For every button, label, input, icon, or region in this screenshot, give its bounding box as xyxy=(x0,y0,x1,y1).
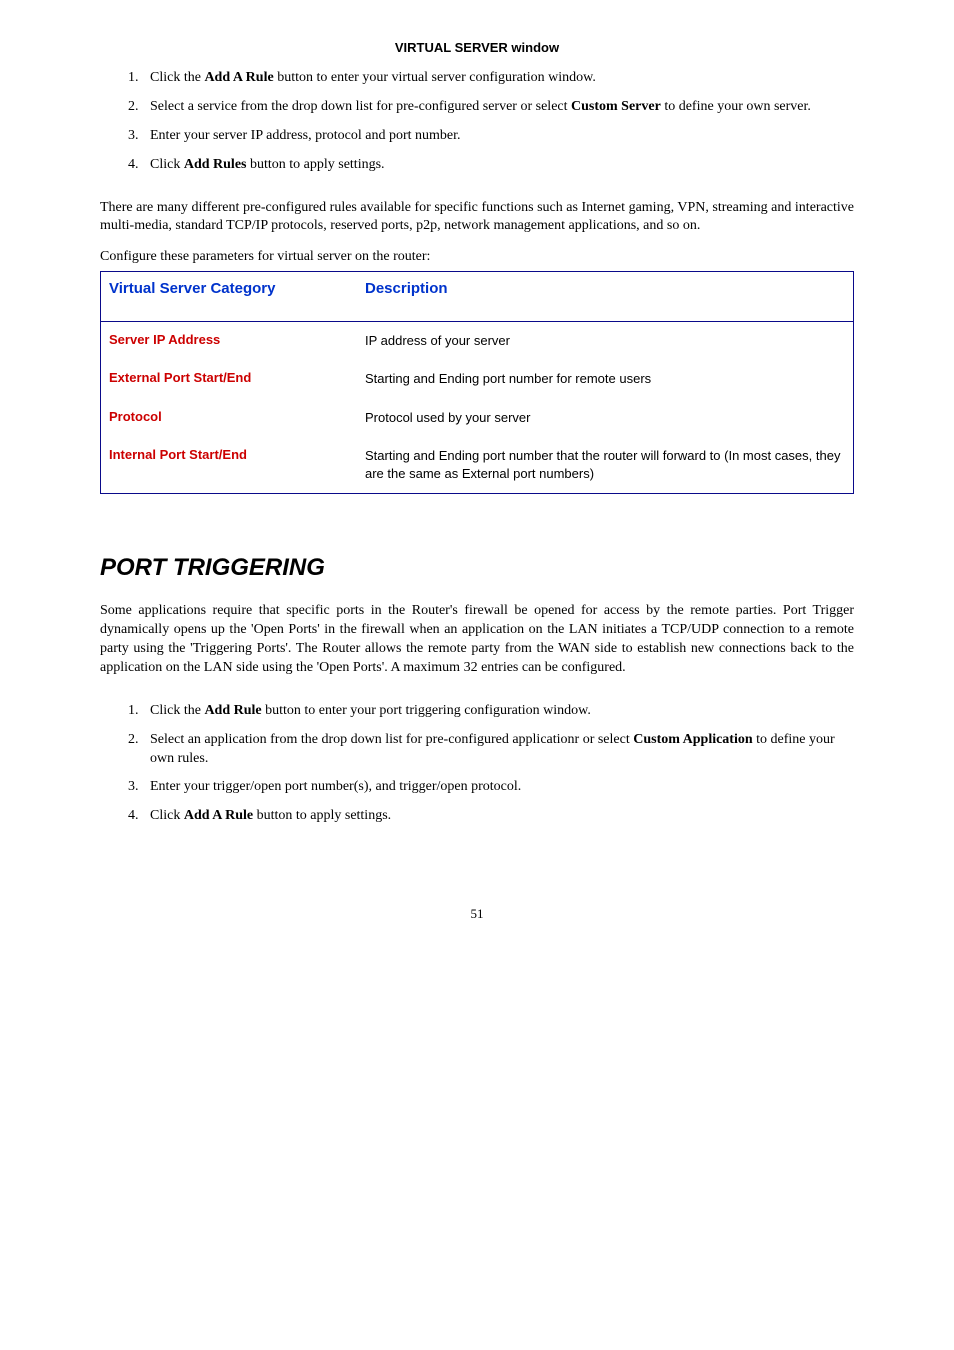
virtual-server-table: Virtual Server Category Description Serv… xyxy=(100,271,854,494)
step-bold: Add Rule xyxy=(204,703,261,718)
list-item: Select an application from the drop down… xyxy=(142,731,854,769)
step-bold: Add A Rule xyxy=(184,808,253,823)
port-triggering-steps: Click the Add Rule button to enter your … xyxy=(100,702,854,826)
page-number: 51 xyxy=(100,906,854,922)
step-text: button to enter your port triggering con… xyxy=(262,703,591,718)
table-header-category: Virtual Server Category xyxy=(101,272,358,322)
step-text: button to apply settings. xyxy=(246,157,384,172)
step-text: Click the xyxy=(150,70,204,85)
step-text: Select an application from the drop down… xyxy=(150,732,633,747)
document-page: VIRTUAL SERVER window Click the Add A Ru… xyxy=(0,0,954,982)
table-row: Internal Port Start/End Starting and End… xyxy=(101,437,854,494)
table-cell-desc: Starting and Ending port number that the… xyxy=(357,437,854,494)
step-bold: Custom Application xyxy=(633,732,752,747)
vs-intro-paragraph-2: Configure these parameters for virtual s… xyxy=(100,248,854,267)
step-text: Select a service from the drop down list… xyxy=(150,99,571,114)
step-text: Click xyxy=(150,808,184,823)
table-cell-desc: Protocol used by your server xyxy=(357,399,854,437)
virtual-server-heading: VIRTUAL SERVER window xyxy=(100,40,854,55)
virtual-server-steps: Click the Add A Rule button to enter you… xyxy=(100,69,854,175)
list-item: Enter your server IP address, protocol a… xyxy=(142,127,854,146)
step-text: button to enter your virtual server conf… xyxy=(274,70,596,85)
step-text: button to apply settings. xyxy=(253,808,391,823)
step-text: Enter your trigger/open port number(s), … xyxy=(150,779,521,794)
table-row: Server IP Address IP address of your ser… xyxy=(101,322,854,361)
table-cell-label: External Port Start/End xyxy=(101,360,358,398)
port-triggering-heading: PORT TRIGGERING xyxy=(100,554,854,582)
list-item: Click Add Rules button to apply settings… xyxy=(142,156,854,175)
table-row: External Port Start/End Starting and End… xyxy=(101,360,854,398)
step-bold: Add Rules xyxy=(184,157,247,172)
list-item: Click Add A Rule button to apply setting… xyxy=(142,807,854,826)
table-cell-label: Server IP Address xyxy=(101,322,358,361)
table-header-description: Description xyxy=(357,272,854,322)
step-bold: Add A Rule xyxy=(204,70,273,85)
step-text: to define your own server. xyxy=(661,99,811,114)
pt-intro-paragraph: Some applications require that specific … xyxy=(100,602,854,678)
table-cell-label: Internal Port Start/End xyxy=(101,437,358,494)
table-cell-label: Protocol xyxy=(101,399,358,437)
step-text: Enter your server IP address, protocol a… xyxy=(150,128,461,143)
table-row: Protocol Protocol used by your server xyxy=(101,399,854,437)
list-item: Select a service from the drop down list… xyxy=(142,98,854,117)
table-header-row: Virtual Server Category Description xyxy=(101,272,854,322)
step-bold: Custom Server xyxy=(571,99,661,114)
table-cell-desc: IP address of your server xyxy=(357,322,854,361)
list-item: Click the Add A Rule button to enter you… xyxy=(142,69,854,88)
step-text: Click xyxy=(150,157,184,172)
vs-intro-paragraph: There are many different pre-configured … xyxy=(100,199,854,237)
table-cell-desc: Starting and Ending port number for remo… xyxy=(357,360,854,398)
step-text: Click the xyxy=(150,703,204,718)
list-item: Enter your trigger/open port number(s), … xyxy=(142,778,854,797)
list-item: Click the Add Rule button to enter your … xyxy=(142,702,854,721)
